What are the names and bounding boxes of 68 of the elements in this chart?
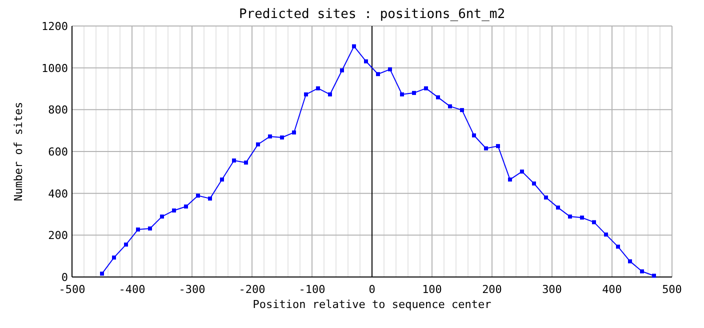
- y-tick-label: 400: [48, 187, 68, 200]
- point: [292, 130, 296, 134]
- x-tick-label: 400: [602, 283, 622, 296]
- point: [328, 92, 332, 96]
- point: [508, 178, 512, 182]
- point: [316, 86, 320, 90]
- point: [160, 214, 164, 219]
- point: [136, 228, 140, 232]
- y-tick-label: 1000: [42, 62, 68, 75]
- x-tick-label: 0: [368, 283, 376, 296]
- point: [124, 242, 128, 247]
- point: [256, 142, 260, 146]
- y-tick-label: 1200: [42, 20, 68, 33]
- point: [232, 158, 236, 162]
- y-tick-label: 200: [48, 229, 68, 242]
- point: [148, 226, 152, 230]
- point: [544, 196, 548, 200]
- x-tick-label: -100: [298, 283, 326, 296]
- point: [412, 90, 416, 95]
- point: [592, 220, 596, 224]
- chart-title: Predicted sites : positions_6nt_m2: [238, 7, 506, 22]
- point: [640, 269, 644, 274]
- x-tick-label: 500: [662, 283, 682, 296]
- point: [196, 194, 200, 198]
- x-tick-label: -300: [178, 283, 206, 296]
- y-tick-label: 0: [61, 271, 68, 284]
- x-tick-label: -400: [118, 283, 146, 296]
- point: [628, 259, 632, 264]
- point: [580, 216, 584, 220]
- point: [424, 86, 428, 90]
- point: [400, 92, 404, 96]
- point: [532, 182, 536, 186]
- point: [496, 144, 500, 148]
- y-tick-label: 800: [48, 104, 68, 117]
- point: [484, 146, 488, 150]
- point: [520, 170, 524, 174]
- x-tick-label: 100: [422, 283, 442, 296]
- point: [460, 108, 464, 112]
- point: [364, 59, 368, 64]
- point: [388, 67, 392, 72]
- x-axis-title: Position relative to sequence center: [252, 298, 492, 311]
- point: [568, 214, 572, 219]
- point: [604, 232, 608, 237]
- point: [220, 178, 224, 182]
- point: [556, 206, 560, 210]
- x-tick-label: 300: [542, 283, 562, 296]
- x-tick-label: -200: [238, 283, 266, 296]
- point: [448, 104, 452, 108]
- point: [376, 72, 380, 76]
- point: [268, 134, 272, 138]
- y-tick-label: 600: [48, 146, 68, 158]
- point: [208, 196, 212, 201]
- point: [244, 160, 248, 165]
- point: [100, 272, 104, 276]
- x-tick-label: -500: [58, 283, 86, 296]
- x-tick-label: 200: [482, 283, 502, 296]
- point: [436, 95, 440, 100]
- point: [340, 68, 344, 72]
- y-axis-title: Number of sites: [12, 102, 25, 202]
- point: [652, 274, 656, 278]
- point: [184, 204, 188, 209]
- point: [112, 256, 116, 260]
- point: [304, 92, 308, 96]
- point: [352, 44, 356, 48]
- point: [616, 244, 620, 249]
- point: [280, 135, 284, 140]
- point: [172, 208, 176, 212]
- point: [472, 133, 476, 138]
